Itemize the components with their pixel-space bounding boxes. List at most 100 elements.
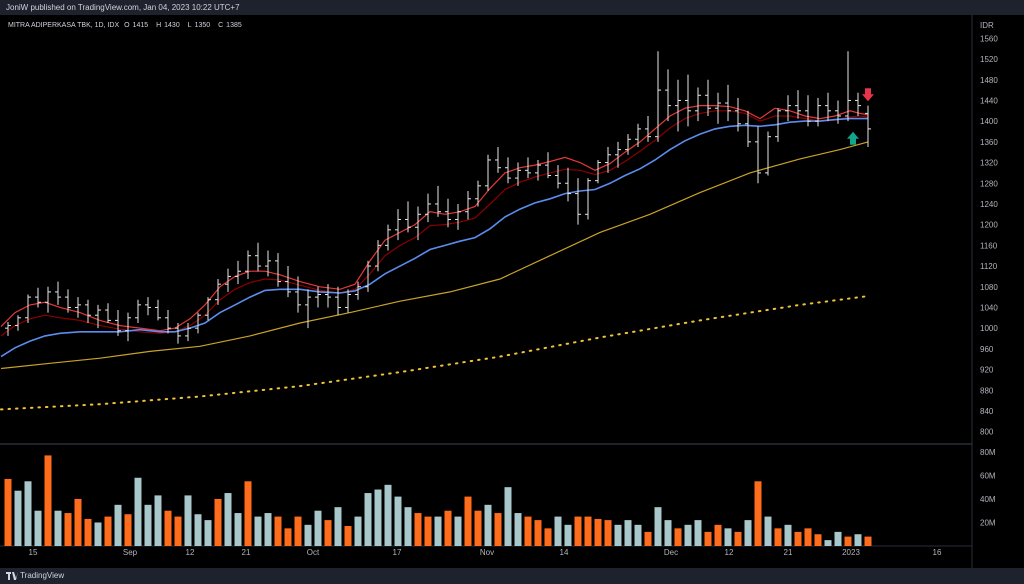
moving-average-ma_dotted [0,295,869,411]
volume-bar [484,504,492,546]
time-tick-label: 12 [186,548,195,557]
volume-bar [4,478,12,546]
price-tick-label: 1440 [980,96,998,105]
price-tick-label: 1200 [980,221,998,230]
volume-bar [234,513,242,546]
volume-bar [684,524,692,546]
volume-bar [754,481,762,546]
price-chart[interactable]: 1560 1520 1480 1440 1400 1360 1320 1280 1240 1200… [0,15,1024,568]
volume-bar [414,513,422,546]
close-value: 1385 [226,22,242,29]
open-value: 1415 [132,22,149,29]
volume-bar [654,507,662,546]
volume-bar [644,531,652,546]
volume-bar [804,528,812,546]
volume-bar [624,520,632,546]
volume-bar [614,524,622,546]
volume-bar [534,520,542,546]
volume-tick-label: 20M [980,518,996,527]
volume-bar [324,520,332,546]
time-tick-label: 16 [933,548,942,557]
price-tick-label: 1000 [980,324,998,333]
volume-bar [174,516,182,546]
volume-bar [594,518,602,546]
volume-bar [554,516,562,546]
volume-bar [824,540,832,546]
price-tick-label: 1120 [980,262,998,271]
volume-bar [474,510,482,546]
volume-bar [294,516,302,546]
volume-bar [144,504,152,546]
volume-bar [184,495,192,546]
volume-bar [204,520,212,546]
volume-bar [454,516,462,546]
volume-bar [54,510,62,546]
price-tick-label: 1320 [980,159,998,168]
price-tick-label: 1240 [980,200,998,209]
price-tick-label: 1560 [980,34,998,43]
volume-bar [504,487,512,546]
time-tick-label: Oct [307,548,320,557]
time-tick-label: Dec [664,548,678,557]
volume-bar [24,481,32,546]
price-tick-label: 1160 [980,241,998,250]
price-tick-label: 1520 [980,55,998,64]
volume-bar [224,493,232,546]
price-tick-label: 1280 [980,179,998,188]
volume-bar [604,520,612,546]
volume-bar [694,520,702,546]
volume-bar [424,516,432,546]
volume-bar [154,495,162,546]
volume-bar [394,496,402,546]
tradingview-logo[interactable]: TradingView [6,568,64,584]
moving-average-ma_mid [0,110,869,337]
volume-bar [334,507,342,546]
symbol-name: MITRA ADIPERKASA TBK, 1D, IDX [8,22,120,29]
moving-average-ma_blue [0,117,868,358]
high-value: 1430 [164,22,180,29]
arrow-up-icon [847,131,859,145]
time-tick-label: 21 [242,548,251,557]
price-tick-label: 920 [980,366,994,375]
volume-tick-label: 40M [980,495,996,504]
volume-bar [274,516,282,546]
volume-bar [574,516,582,546]
volume-bar [164,510,172,546]
volume-bar [854,534,862,546]
volume-bar [74,498,82,546]
volume-bar [494,513,502,546]
volume-bar [404,507,412,546]
volume-bar [44,455,52,546]
volume-bar [114,504,122,546]
low-label: L [187,22,192,29]
volume-bar [354,516,362,546]
time-tick-label: 12 [725,548,734,557]
high-label: H [156,22,162,29]
volume-bar [64,513,72,546]
volume-bar [704,531,712,546]
volume-bar [134,477,142,546]
time-tick-label: 2023 [842,548,860,557]
volume-bar [714,524,722,546]
price-tick-label: 1480 [980,76,998,85]
volume-bar [104,516,112,546]
tradingview-brand: TradingView [20,571,65,580]
volume-bar [364,493,372,546]
volume-bar [84,518,92,546]
volume-bar [34,510,42,546]
time-tick-label: Nov [480,548,494,557]
volume-bar [724,528,732,546]
price-tick-label: 800 [980,428,994,437]
price-tick-label: 1360 [980,138,998,147]
volume-bar [524,516,532,546]
volume-bar [244,481,252,546]
volume-bar [14,490,22,546]
volume-bar [514,513,522,546]
tv-logo-icon [6,571,18,580]
chart-canvas[interactable]: 1560 1520 1480 1440 1400 1360 1320 1280 1240 1200… [0,15,1024,568]
volume-bar [774,528,782,546]
volume-bar [664,520,672,546]
published-text: JoniW published on TradingView.com, Jan … [6,3,240,12]
volume-bar [434,516,442,546]
volume-bar [374,489,382,546]
